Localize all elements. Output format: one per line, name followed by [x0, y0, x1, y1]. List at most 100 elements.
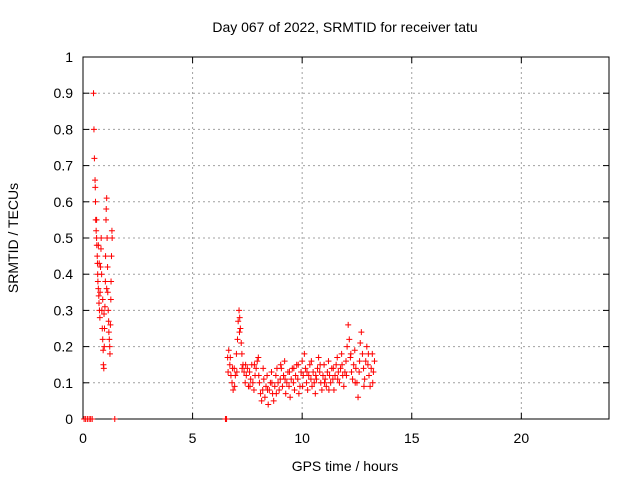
data-point — [358, 329, 365, 336]
data-point — [239, 365, 246, 372]
data-point — [286, 383, 293, 390]
data-point — [370, 368, 377, 375]
data-point — [347, 350, 354, 357]
data-point — [359, 350, 366, 357]
data-point — [102, 278, 109, 285]
data-point — [230, 387, 237, 394]
data-point — [288, 376, 295, 383]
data-point — [261, 394, 268, 401]
data-point — [300, 372, 307, 379]
data-point — [369, 379, 376, 386]
data-point — [352, 365, 359, 372]
data-point — [345, 321, 352, 328]
data-point — [95, 285, 102, 292]
data-point — [290, 379, 297, 386]
data-point — [332, 372, 339, 379]
data-point — [104, 263, 111, 270]
data-point — [100, 347, 107, 354]
y-tick-label: 0.1 — [54, 375, 74, 391]
data-point — [324, 368, 331, 375]
data-point — [265, 401, 272, 408]
data-point — [243, 372, 250, 379]
data-point — [279, 383, 286, 390]
data-point — [368, 365, 375, 372]
data-point — [250, 387, 257, 394]
data-point — [302, 365, 309, 372]
data-point — [356, 368, 363, 375]
data-point — [232, 372, 239, 379]
data-point — [273, 390, 280, 397]
chart-title: Day 067 of 2022, SRMTID for receiver tat… — [212, 19, 477, 35]
data-point — [282, 376, 289, 383]
data-point — [330, 387, 337, 394]
data-point — [257, 390, 264, 397]
data-point — [254, 358, 261, 365]
data-point — [335, 368, 342, 375]
data-point — [299, 383, 306, 390]
data-point — [98, 271, 105, 278]
data-point — [255, 372, 262, 379]
data-point — [251, 361, 258, 368]
data-point — [103, 206, 110, 213]
data-point — [348, 368, 355, 375]
data-point — [108, 253, 115, 260]
data-point — [301, 350, 308, 357]
data-point — [234, 336, 241, 343]
data-point — [312, 372, 319, 379]
data-point — [338, 350, 345, 357]
data-point — [106, 350, 113, 357]
data-point — [352, 379, 359, 386]
data-point — [104, 235, 111, 241]
data-point — [317, 361, 324, 368]
data-point — [357, 339, 364, 346]
data-point — [225, 347, 232, 354]
data-point — [334, 354, 341, 361]
data-point — [264, 387, 271, 394]
y-tick-label: 0.6 — [54, 194, 74, 210]
data-point — [96, 314, 103, 321]
y-tick-label: 0.2 — [54, 339, 74, 355]
data-point — [310, 368, 317, 375]
data-point — [102, 253, 109, 260]
data-point — [236, 307, 243, 314]
data-point — [238, 339, 245, 346]
data-point — [268, 368, 275, 375]
data-point — [337, 365, 344, 372]
data-point — [108, 227, 115, 234]
data-point — [95, 292, 102, 299]
data-point — [280, 372, 287, 379]
data-point — [277, 361, 284, 368]
y-tick-label: 0.8 — [54, 121, 74, 137]
data-point — [287, 394, 294, 401]
plot-border — [82, 56, 610, 420]
data-point — [231, 383, 238, 390]
data-point — [283, 379, 290, 386]
data-point — [94, 253, 101, 260]
data-point — [107, 296, 114, 303]
data-point — [361, 376, 368, 383]
data-point — [103, 216, 110, 223]
data-point — [304, 387, 311, 394]
data-point — [366, 372, 373, 379]
data-points — [81, 90, 378, 422]
data-point — [99, 336, 106, 343]
data-point — [242, 379, 249, 386]
data-point — [321, 379, 328, 386]
data-point — [303, 368, 310, 375]
data-point — [309, 383, 316, 390]
x-tick-label: 5 — [189, 430, 197, 446]
data-point — [349, 376, 356, 383]
data-point — [313, 376, 320, 383]
data-point — [355, 394, 362, 401]
data-point — [275, 379, 282, 386]
data-point — [330, 365, 337, 372]
data-point — [276, 387, 283, 394]
data-point — [282, 390, 289, 397]
y-tick-label: 0.9 — [54, 85, 74, 101]
data-point — [263, 383, 270, 390]
data-point — [333, 361, 340, 368]
y-axis: 0 0.1 0.2 0.3 0.4 0.5 0.6 0.7 0.8 0.9 1 — [54, 49, 609, 427]
data-point — [106, 343, 113, 350]
data-point — [295, 361, 302, 368]
